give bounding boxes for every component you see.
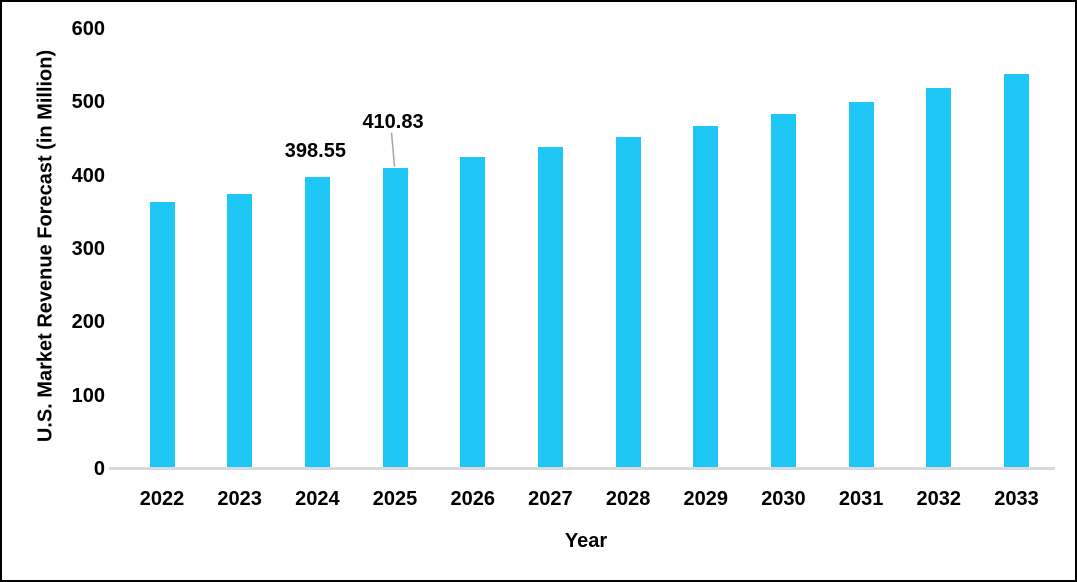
bar-2028 bbox=[615, 136, 641, 468]
x-axis-line bbox=[109, 467, 1055, 470]
bar-2027 bbox=[537, 147, 563, 468]
bar-2023 bbox=[227, 194, 253, 468]
x-tick-label-2022: 2022 bbox=[139, 488, 185, 510]
y-tick-label-100: 100 bbox=[71, 385, 105, 407]
x-tick-label-2026: 2026 bbox=[450, 488, 495, 510]
y-tick-label-400: 400 bbox=[71, 165, 105, 187]
x-tick-label-2033: 2033 bbox=[994, 488, 1039, 510]
y-tick-label-300: 300 bbox=[71, 238, 105, 260]
data-label-2025: 410.83 bbox=[362, 110, 424, 133]
bar-2025 bbox=[382, 167, 408, 468]
x-tick-label-2027: 2027 bbox=[528, 488, 573, 510]
data-label-2024: 398.55 bbox=[284, 139, 346, 162]
bar-2029 bbox=[693, 125, 719, 468]
bar-2032 bbox=[926, 87, 952, 468]
bar-2033 bbox=[1003, 74, 1029, 468]
bar-2022 bbox=[149, 202, 175, 468]
x-tick-label-2031: 2031 bbox=[838, 488, 884, 510]
x-tick-label-2025: 2025 bbox=[372, 488, 418, 510]
x-axis-title: Year bbox=[564, 530, 608, 552]
y-tick-label-200: 200 bbox=[71, 311, 105, 333]
x-tick-label-2030: 2030 bbox=[761, 488, 806, 510]
bar-2030 bbox=[770, 114, 796, 468]
bar-2031 bbox=[848, 101, 874, 468]
y-tick-label-500: 500 bbox=[71, 91, 105, 113]
x-tick-label-2023: 2023 bbox=[217, 488, 262, 510]
bar-2024 bbox=[304, 176, 330, 468]
x-tick-label-2028: 2028 bbox=[605, 488, 651, 510]
x-tick-label-2032: 2032 bbox=[916, 488, 962, 510]
x-tick-label-2029: 2029 bbox=[683, 488, 729, 510]
x-tick-label-2024: 2024 bbox=[295, 488, 340, 510]
y-tick-label-600: 600 bbox=[71, 18, 105, 40]
bar-2026 bbox=[460, 157, 486, 468]
leader-line-2025 bbox=[390, 132, 396, 167]
y-tick-label-0: 0 bbox=[93, 458, 105, 480]
